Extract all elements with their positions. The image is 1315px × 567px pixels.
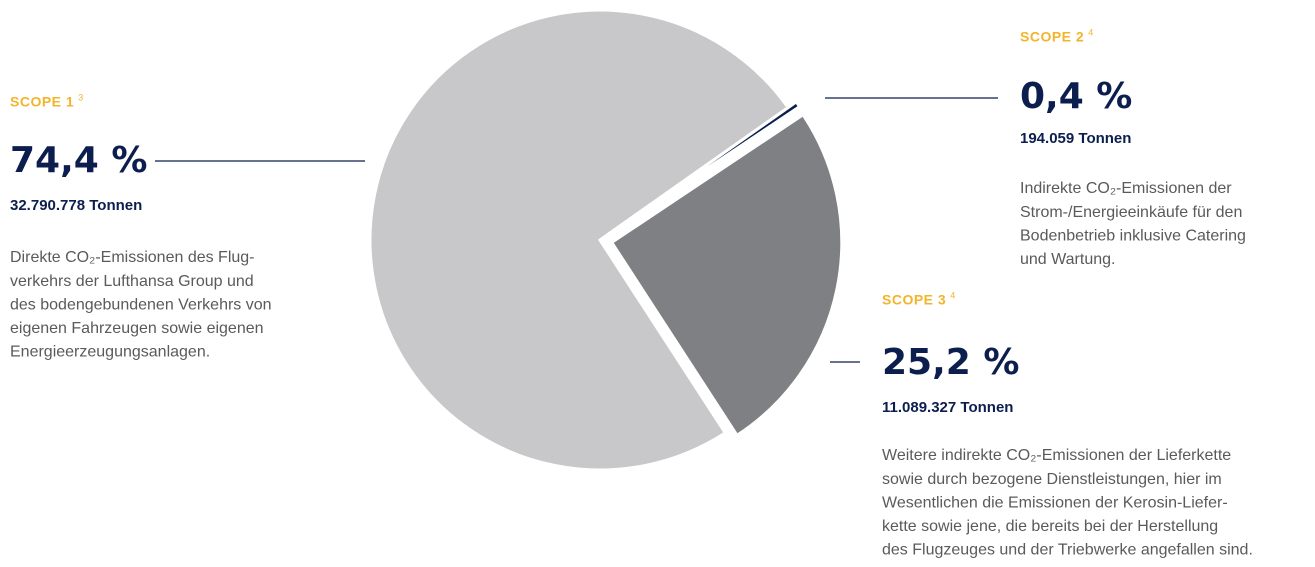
pie-slice [609, 112, 844, 438]
description-line: des bodengebundenen Verkehrs von [10, 296, 272, 313]
tonnes-label: 32.790.778 Tonnen [10, 197, 142, 214]
description-line: Wesentlichen die Emissionen der Kerosin-… [882, 494, 1228, 511]
description-line: und Wartung. [1020, 251, 1115, 268]
value-label: 25,2 % [882, 342, 1019, 383]
description-line: Weitere indirekte CO₂-Emissionen der Lie… [882, 447, 1231, 464]
scope-label: SCOPE 3 [882, 292, 946, 308]
pie-slice [368, 8, 791, 472]
description-line: Strom-/Energieeinkäufe für den [1020, 204, 1242, 221]
description-line: eigenen Fahrzeugen sowie eigenen [10, 320, 264, 337]
description-line: Indirekte CO₂-Emissionen der [1020, 180, 1232, 197]
description-line: Direkte CO₂-Emissionen des Flug- [10, 249, 255, 266]
pie-slice [607, 99, 802, 236]
footnote: 4 [950, 290, 955, 300]
value-label: 74,4 % [10, 140, 147, 181]
footnote: 3 [78, 92, 83, 102]
description-line: Bodenbetrieb inklusive Catering [1020, 227, 1246, 244]
scope-label: SCOPE 2 [1020, 29, 1084, 45]
scope-label: SCOPE 1 [10, 94, 74, 110]
footnote: 4 [1088, 27, 1093, 37]
tonnes-label: 194.059 Tonnen [1020, 130, 1131, 147]
description-line: Energieerzeugungsanlagen. [10, 344, 210, 361]
value-label: 0,4 % [1020, 76, 1132, 117]
description-line: kette sowie jene, die bereits bei der He… [882, 518, 1218, 535]
tonnes-label: 11.089.327 Tonnen [882, 399, 1013, 416]
description-line: des Flugzeuges und der Triebwerke angefa… [882, 542, 1253, 559]
description-line: sowie durch bezogene Dienstleistungen, h… [882, 471, 1222, 488]
description-line: verkehrs der Lufthansa Group und [10, 273, 254, 290]
